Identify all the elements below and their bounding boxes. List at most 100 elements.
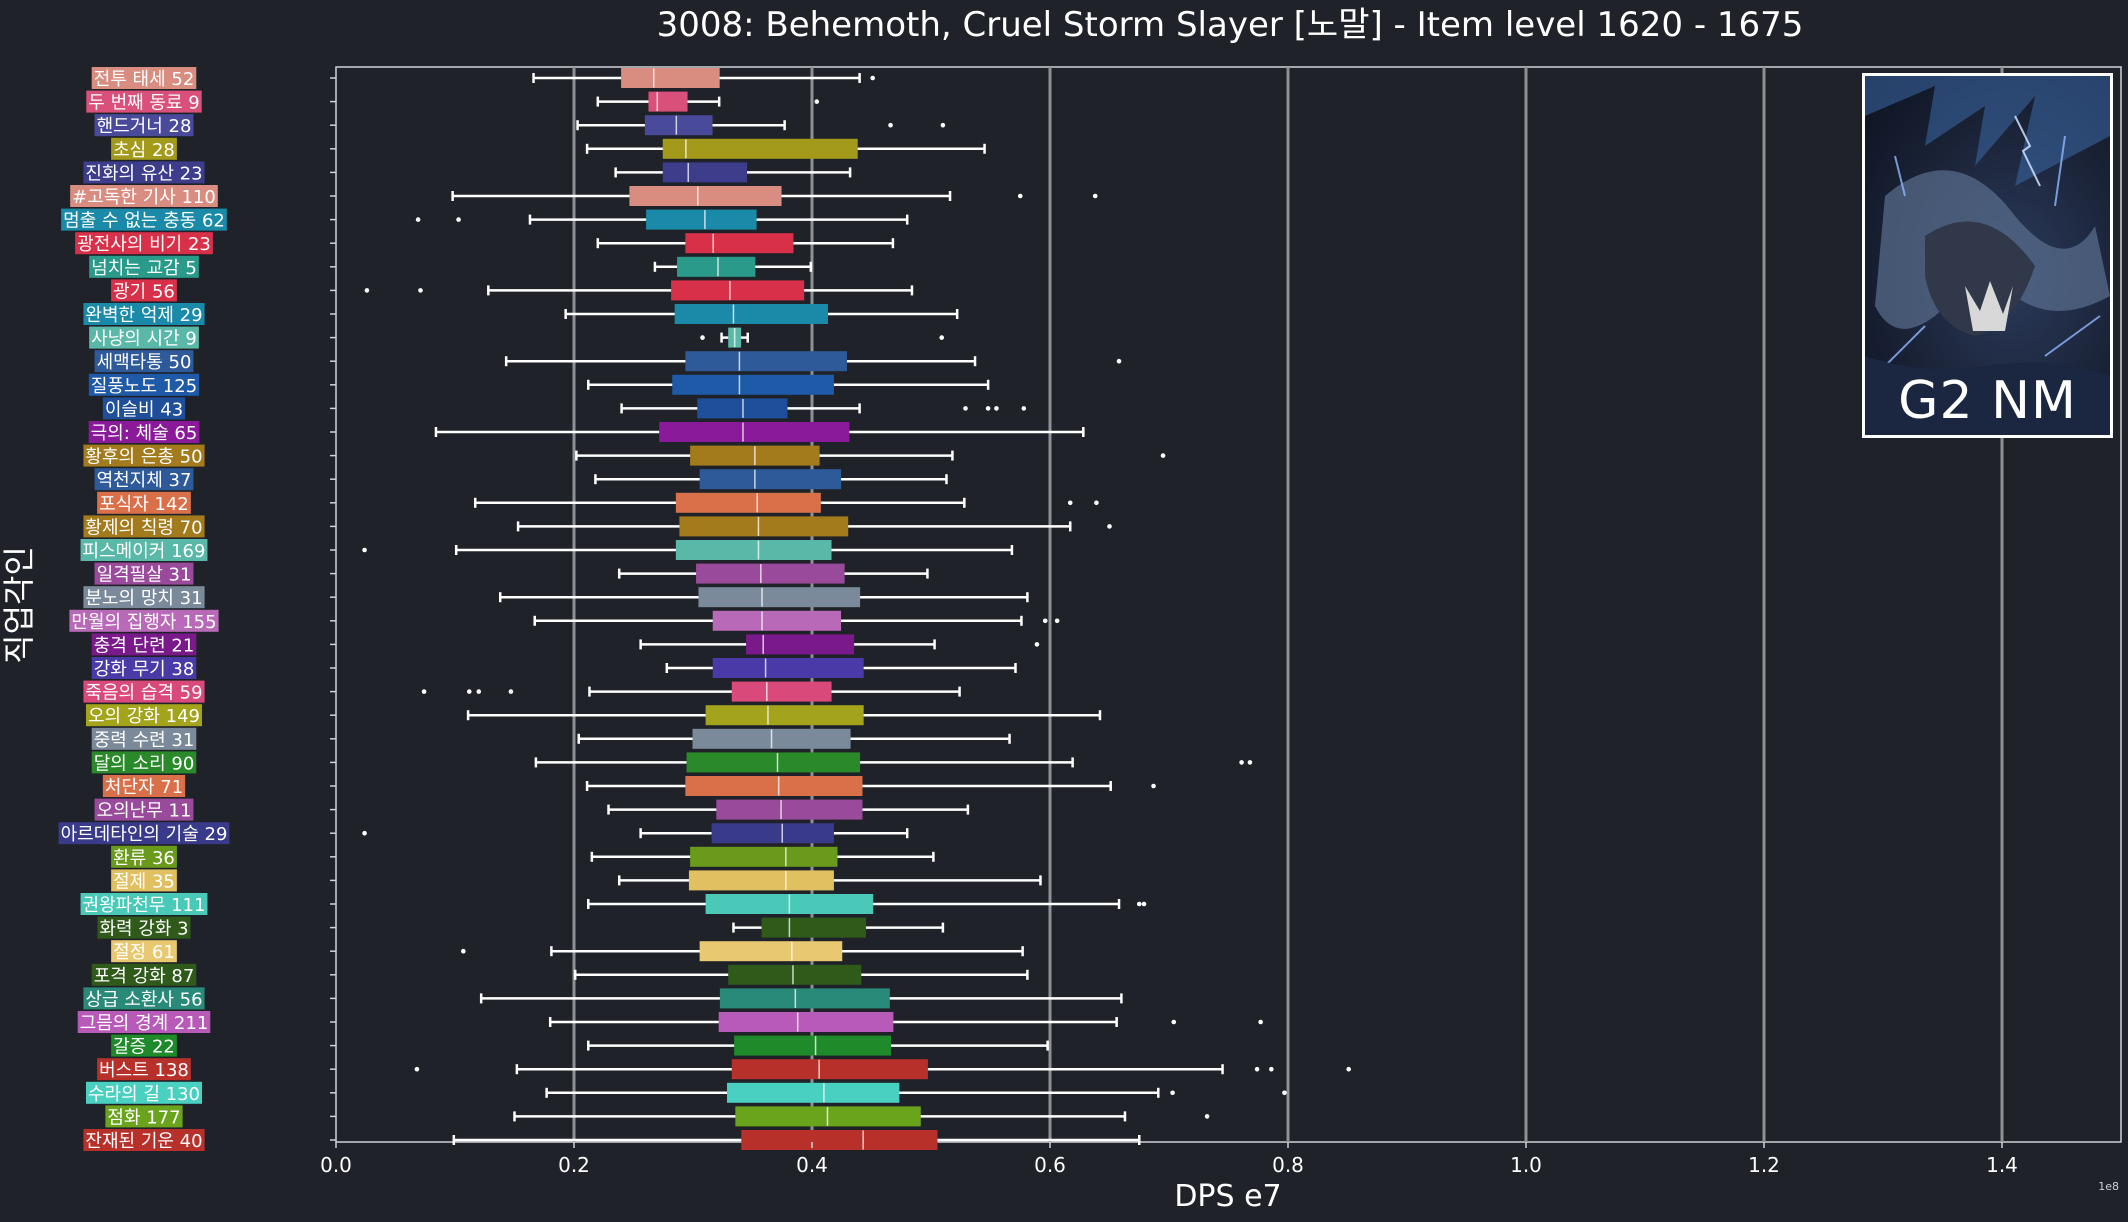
category-label-text: 이슬비 43 bbox=[105, 399, 183, 420]
category-label-23: 분노의 망치 31 bbox=[83, 586, 205, 609]
box-33 bbox=[330, 823, 909, 844]
category-label-bg bbox=[111, 845, 177, 868]
iqr-box bbox=[741, 1130, 938, 1150]
category-label-bg bbox=[77, 1011, 211, 1033]
category-label-bg bbox=[105, 1105, 183, 1128]
category-label-text: 절제 35 bbox=[113, 871, 175, 892]
y-axis-label: 직업각인 bbox=[0, 546, 38, 664]
category-label-bg bbox=[97, 916, 191, 939]
iqr-box bbox=[659, 422, 850, 442]
box-30 bbox=[330, 752, 1253, 773]
category-label-42: 갈증 22 bbox=[111, 1034, 177, 1058]
outlier-point bbox=[985, 406, 991, 411]
category-label-text: 중력 수련 31 bbox=[94, 730, 195, 751]
category-label-32: 오의난무 11 bbox=[94, 798, 194, 822]
category-label-text: 상급 소환사 56 bbox=[85, 989, 202, 1010]
category-label-text: 초심 28 bbox=[113, 140, 175, 161]
outlier-point bbox=[362, 830, 367, 836]
outlier-point bbox=[421, 689, 427, 694]
category-label-8: 광전사의 비기 23 bbox=[75, 232, 213, 255]
category-label-6: #고독한 기사 110 bbox=[70, 185, 218, 208]
category-label-bg bbox=[80, 539, 208, 561]
outlier-point bbox=[1239, 760, 1244, 765]
category-label-bg bbox=[83, 515, 205, 538]
box-11 bbox=[330, 304, 959, 324]
category-label-16: 극의: 체술 65 bbox=[88, 421, 200, 444]
iqr-box bbox=[728, 964, 862, 985]
category-label-text: 오의난무 11 bbox=[97, 801, 192, 822]
outlier-point bbox=[414, 1066, 420, 1072]
box-23 bbox=[330, 587, 1029, 608]
box-22 bbox=[330, 563, 929, 584]
box-29 bbox=[330, 728, 1011, 749]
box-38 bbox=[330, 941, 1024, 962]
category-label-text: 전투 태세 52 bbox=[94, 69, 195, 90]
category-label-bg bbox=[94, 350, 194, 373]
box-4 bbox=[330, 138, 986, 159]
box-28 bbox=[330, 705, 1102, 726]
iqr-box bbox=[731, 1059, 928, 1080]
outlier-point bbox=[1258, 1019, 1263, 1025]
category-label-bg bbox=[94, 468, 194, 491]
box-37 bbox=[330, 917, 945, 938]
outlier-point bbox=[1160, 453, 1166, 458]
category-label-bg bbox=[70, 185, 218, 207]
box-27 bbox=[330, 681, 961, 702]
box-39 bbox=[330, 964, 1029, 985]
iqr-box bbox=[675, 492, 821, 513]
category-label-text: 환류 36 bbox=[113, 848, 175, 869]
iqr-box bbox=[727, 1082, 900, 1103]
category-label-bg bbox=[94, 114, 194, 137]
category-label-44: 수라의 길 130 bbox=[85, 1081, 203, 1105]
category-label-bg bbox=[58, 822, 230, 845]
box-36 bbox=[330, 894, 1147, 914]
category-label-bg bbox=[83, 303, 205, 325]
category-label-bg bbox=[91, 963, 197, 986]
x-tick-label: 0.2 bbox=[558, 1153, 590, 1177]
category-label-text: 분노의 망치 31 bbox=[85, 588, 202, 609]
category-label-text: 완벽한 억제 29 bbox=[85, 305, 202, 326]
iqr-box bbox=[699, 941, 843, 962]
category-label-bg bbox=[85, 1081, 203, 1104]
outlier-point bbox=[1092, 193, 1098, 199]
outlier-point bbox=[1346, 1066, 1351, 1072]
category-label-13: 세맥타통 50 bbox=[94, 350, 194, 373]
box-6 bbox=[330, 186, 1098, 206]
x-axis: 0.0 0.2 0.4 0.6 0.8 1.0 1.2 1.4 bbox=[320, 1142, 2018, 1177]
category-label-40: 상급 소환사 56 bbox=[83, 987, 205, 1010]
category-label-bg bbox=[83, 680, 205, 703]
category-label-1: 전투 태세 52 bbox=[91, 67, 197, 90]
category-label-31: 처단자 71 bbox=[102, 775, 186, 798]
category-label-text: 두 번째 동료 9 bbox=[88, 93, 199, 114]
category-label-text: 포격 강화 87 bbox=[94, 966, 195, 987]
box-31 bbox=[330, 776, 1156, 796]
category-label-text: 황후의 은총 50 bbox=[85, 447, 202, 468]
outlier-point bbox=[1021, 406, 1027, 411]
box-20 bbox=[330, 516, 1112, 537]
category-label-4: 초심 28 bbox=[111, 137, 177, 161]
iqr-box bbox=[696, 563, 845, 584]
category-label-bg bbox=[83, 161, 205, 184]
outlier-point bbox=[362, 547, 367, 553]
iqr-box bbox=[621, 68, 720, 88]
box-3 bbox=[330, 115, 946, 136]
category-label-38: 절정 61 bbox=[111, 940, 177, 963]
outlier-point bbox=[418, 288, 423, 293]
box-13 bbox=[330, 351, 1122, 372]
category-label-41: 그믐의 경계 211 bbox=[77, 1011, 211, 1034]
category-label-bg bbox=[83, 444, 205, 467]
box-layer bbox=[330, 68, 1351, 1150]
iqr-box bbox=[690, 846, 838, 867]
category-label-text: 만월의 집행자 155 bbox=[71, 612, 216, 633]
box-42 bbox=[330, 1035, 1049, 1056]
category-label-bg bbox=[102, 397, 186, 420]
category-label-37: 화력 강화 3 bbox=[97, 916, 191, 940]
outlier-point bbox=[1204, 1114, 1210, 1119]
box-12 bbox=[330, 327, 945, 348]
category-label-14: 질풍노도 125 bbox=[88, 373, 200, 397]
category-label-text: 광전사의 비기 23 bbox=[77, 234, 211, 255]
category-label-bg bbox=[88, 421, 200, 443]
box-5 bbox=[330, 162, 852, 183]
outlier-point bbox=[1094, 500, 1099, 506]
